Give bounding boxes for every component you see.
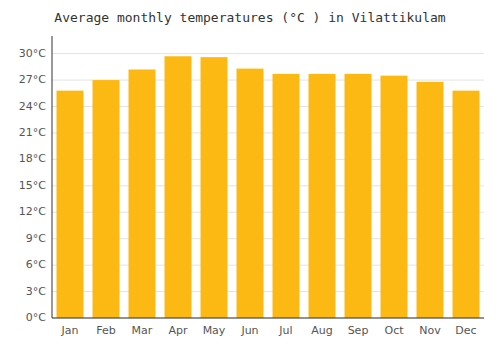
title: Average monthly temperatures (°C ) in Vi…	[54, 10, 446, 25]
x-tick-label: Jul	[278, 324, 292, 337]
x-tick-label: Mar	[132, 324, 153, 337]
y-tick-label: 9°C	[26, 232, 46, 245]
x-tick-label: Jun	[240, 324, 258, 337]
bar	[345, 74, 372, 318]
bars	[57, 56, 480, 318]
bar	[57, 91, 84, 318]
y-tick-label: 0°C	[26, 311, 46, 324]
x-tick-label: Dec	[455, 324, 476, 337]
bar	[381, 76, 408, 318]
bar	[273, 74, 300, 318]
grid-line	[52, 318, 484, 319]
y-tick-label: 24°C	[19, 100, 46, 113]
y-tick-label: 6°C	[26, 258, 46, 271]
bar	[93, 80, 120, 318]
y-tick-label: 15°C	[19, 179, 46, 192]
x-tick-label: Feb	[96, 324, 115, 337]
chart: 0°C 3°C 6°C 9°C 12°C 15°C 18°C 21°C 24°C 27°C 30°C…	[0, 0, 500, 350]
x-tick-label: Sep	[348, 324, 369, 337]
bar	[129, 69, 156, 318]
x-axis-line	[52, 318, 484, 319]
x-tick-label: Apr	[168, 324, 188, 337]
bar	[453, 91, 480, 318]
x-tick-label: Aug	[311, 324, 332, 337]
y-axis-labels: 0°C 3°C 6°C 9°C 12°C 15°C 18°C 21°C 24°C 27°C 30°C	[19, 47, 46, 324]
y-tick-label: 21°C	[19, 126, 46, 139]
x-tick-label: Nov	[419, 324, 441, 337]
x-axis-labels: Jan Feb Mar Apr May Jun Jul Aug Sep Oct Nov Dec	[61, 324, 477, 337]
y-tick-label: 12°C	[19, 205, 46, 218]
bar	[309, 74, 336, 318]
grid-line	[52, 53, 484, 54]
x-tick-label: Jan	[61, 324, 79, 337]
bar	[417, 82, 444, 318]
y-tick-label: 27°C	[19, 73, 46, 86]
bar	[237, 69, 264, 318]
x-tick-label: May	[203, 324, 226, 337]
bar	[201, 57, 228, 318]
bar	[165, 56, 192, 318]
y-tick-label: 3°C	[26, 285, 46, 298]
chart-container: 0°C 3°C 6°C 9°C 12°C 15°C 18°C 21°C 24°C 27°C 30°C…	[0, 0, 500, 350]
y-tick-label: 18°C	[19, 152, 46, 165]
y-tick-label: 30°C	[19, 47, 46, 60]
x-tick-label: Oct	[384, 324, 404, 337]
y-axis-line	[52, 36, 53, 318]
grid	[52, 54, 484, 318]
